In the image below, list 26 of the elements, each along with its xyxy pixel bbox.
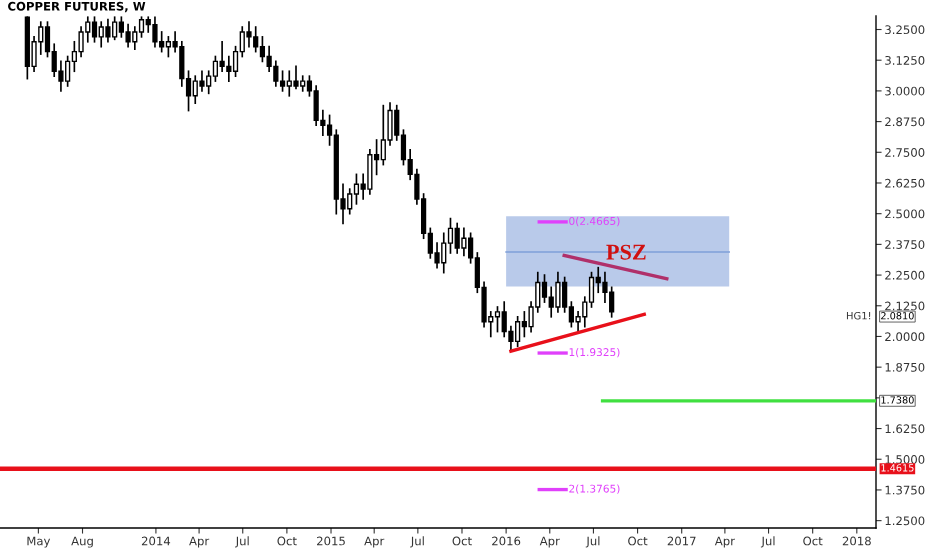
candlestick bbox=[98, 21, 104, 48]
candlestick bbox=[165, 36, 172, 58]
candlestick bbox=[494, 306, 501, 333]
candlestick bbox=[548, 286, 554, 318]
candlestick bbox=[253, 26, 259, 53]
candlestick bbox=[152, 16, 158, 48]
candlestick bbox=[367, 148, 373, 195]
candlestick bbox=[246, 21, 252, 48]
annotation: PSZ bbox=[606, 244, 646, 260]
candlestick bbox=[91, 16, 98, 43]
candlestick bbox=[515, 315, 521, 348]
candlestick bbox=[286, 70, 292, 97]
candlestick bbox=[192, 75, 198, 105]
candlestick bbox=[132, 26, 138, 50]
candlestick bbox=[461, 227, 467, 257]
candlestick bbox=[125, 23, 131, 48]
candlestick bbox=[555, 271, 561, 313]
candlestick bbox=[454, 222, 460, 254]
candlestick bbox=[65, 55, 71, 87]
candlestick bbox=[199, 70, 205, 92]
candlestick bbox=[521, 311, 527, 338]
candlestick bbox=[293, 65, 299, 90]
candlestick bbox=[441, 232, 447, 274]
candlestick bbox=[112, 16, 118, 41]
candlestick bbox=[380, 104, 386, 166]
candlestick bbox=[105, 18, 111, 43]
